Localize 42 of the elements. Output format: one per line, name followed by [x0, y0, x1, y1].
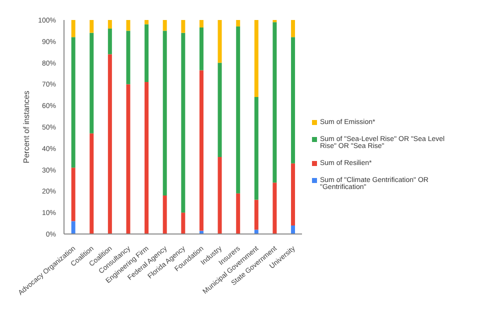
bar	[126, 20, 130, 31]
bar	[144, 24, 149, 82]
bar	[236, 26, 240, 194]
bar	[108, 20, 112, 29]
bar	[90, 32, 94, 134]
bar	[291, 163, 296, 226]
bar	[199, 70, 204, 231]
bar	[218, 156, 222, 234]
bar	[126, 84, 130, 234]
bar	[254, 230, 258, 234]
bar	[71, 37, 76, 168]
bar	[144, 20, 149, 24]
bar	[181, 212, 186, 234]
bar	[236, 20, 240, 26]
bar	[162, 30, 167, 196]
bar	[162, 195, 167, 234]
bar	[291, 20, 296, 38]
bar	[71, 20, 76, 38]
bar	[108, 54, 112, 234]
bar	[126, 30, 130, 84]
y-axis-title: Percent of instances	[22, 90, 31, 164]
bar	[181, 32, 186, 213]
bar	[272, 22, 277, 183]
bar	[218, 20, 222, 63]
bar	[71, 168, 76, 222]
bar	[254, 97, 258, 200]
bar	[199, 27, 204, 70]
bar	[291, 225, 296, 234]
bar	[291, 37, 296, 164]
bar	[236, 193, 240, 234]
bar	[199, 20, 204, 28]
bar	[144, 82, 149, 234]
bar	[272, 182, 277, 234]
bar	[181, 20, 186, 33]
bar	[162, 20, 167, 31]
bar	[71, 221, 76, 234]
bar	[90, 133, 94, 234]
bar	[254, 200, 258, 230]
bar	[90, 20, 94, 33]
bar	[254, 20, 258, 98]
bar	[108, 28, 112, 54]
bar	[218, 62, 222, 157]
